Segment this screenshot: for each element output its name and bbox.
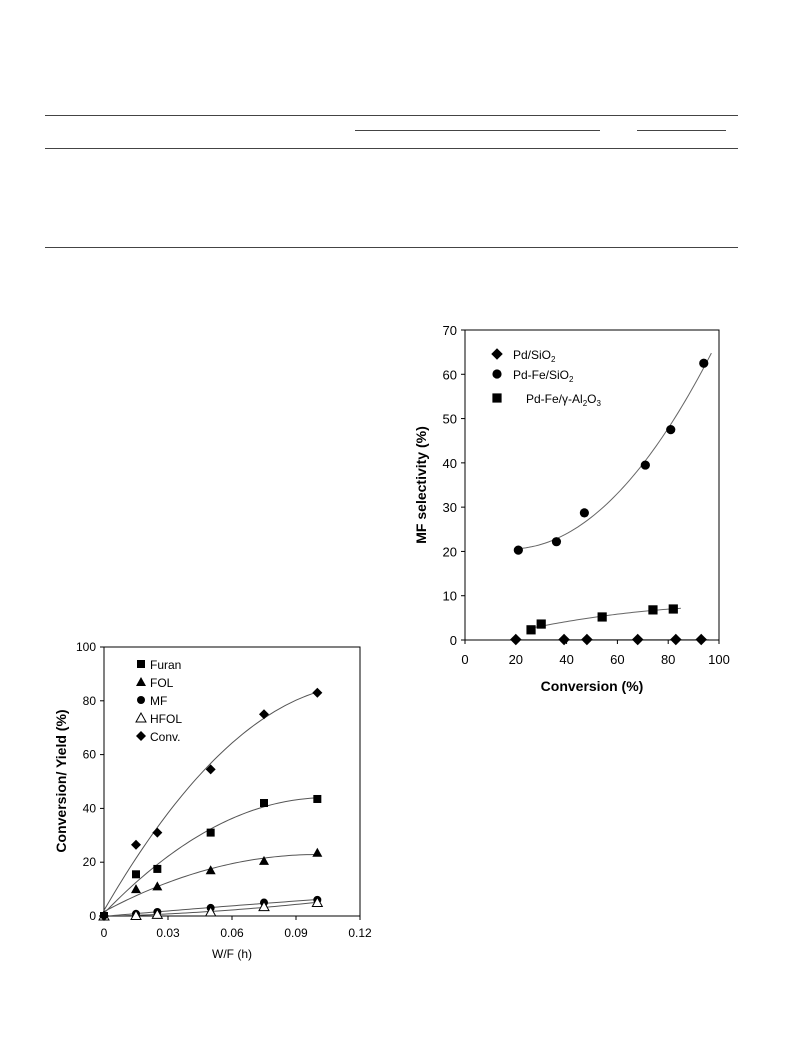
data-point xyxy=(204,905,217,917)
data-point xyxy=(510,633,522,646)
data-point xyxy=(640,460,650,470)
y-tick-label: 70 xyxy=(443,323,457,338)
y-tick-label: 30 xyxy=(443,500,457,515)
data-point xyxy=(259,855,269,865)
data-point xyxy=(699,358,709,368)
legend: Pd/SiO2 Pd-Fe/SiO2 Pd-Fe/γ-Al2O3 xyxy=(491,348,601,408)
y-tick-label: 0 xyxy=(450,633,457,648)
y-tick-label: 100 xyxy=(76,640,96,654)
legend-marker xyxy=(492,369,502,379)
y-tick-label: 40 xyxy=(443,456,457,471)
legend-label: Furan xyxy=(150,658,181,672)
data-point xyxy=(152,827,163,838)
x-tick-label: 0.12 xyxy=(348,926,372,940)
data-point xyxy=(131,839,141,850)
y-tick-label: 0 xyxy=(89,909,96,923)
data-point xyxy=(259,709,269,720)
legend-label: MF xyxy=(150,694,167,708)
table-group-rule-2 xyxy=(637,130,726,131)
data-point xyxy=(131,884,141,894)
y-tick-label: 10 xyxy=(443,589,457,604)
legend-label: HFOL xyxy=(150,712,182,726)
trend-line xyxy=(515,352,712,550)
data-point xyxy=(670,633,682,646)
data-point xyxy=(205,865,216,875)
data-point xyxy=(151,908,164,919)
data-point xyxy=(206,828,215,837)
table-group-rule-1 xyxy=(355,130,600,131)
data-point xyxy=(130,909,142,920)
y-tick-label: 40 xyxy=(83,801,97,815)
y-tick-label: 20 xyxy=(83,855,97,869)
table-top-rule xyxy=(45,115,738,116)
data-point xyxy=(260,799,268,808)
data-point xyxy=(631,633,644,646)
legend-label: Pd/SiO2 xyxy=(513,348,556,364)
legend-marker xyxy=(137,660,145,668)
legend-marker xyxy=(492,393,502,403)
x-tick-label: 0.09 xyxy=(284,926,308,940)
yield-vs-wf-chart: 0 0.03 0.06 0.09 0.12 0 20 40 60 80 100 W/F (h) Co… xyxy=(53,640,372,961)
legend-marker xyxy=(136,677,146,686)
legend-label: Conv. xyxy=(150,730,180,744)
data-point xyxy=(132,870,140,879)
x-tick-label: 0.03 xyxy=(156,926,180,940)
data-point xyxy=(258,900,270,912)
data-point xyxy=(666,425,676,435)
data-point xyxy=(668,604,678,614)
y-tick-label: 80 xyxy=(83,694,97,708)
data-point xyxy=(205,764,216,775)
y-tick-label: 20 xyxy=(443,544,457,559)
data-point xyxy=(153,864,162,873)
data-point xyxy=(551,537,562,547)
data-point xyxy=(313,794,322,803)
x-tick-label: 0 xyxy=(101,926,108,940)
y-axis-label: Conversion/ Yield (%) xyxy=(53,709,69,852)
data-point xyxy=(312,687,323,698)
x-tick-label: 60 xyxy=(610,652,624,667)
trend-line xyxy=(104,691,318,911)
x-tick-label: 0.06 xyxy=(220,926,244,940)
legend-marker xyxy=(137,696,145,704)
data-point xyxy=(648,605,658,615)
table-header-rule xyxy=(45,148,738,149)
legend-marker xyxy=(136,731,146,741)
legend-marker xyxy=(491,348,503,360)
x-axis-label: W/F (h) xyxy=(212,947,252,961)
x-tick-label: 80 xyxy=(661,652,675,667)
legend: Furan FOL MF HFOL Conv. xyxy=(135,658,182,744)
data-point xyxy=(558,633,570,646)
x-tick-label: 100 xyxy=(708,652,730,667)
x-tick-label: 20 xyxy=(509,652,523,667)
plot-frame xyxy=(103,646,361,917)
table-bottom-rule xyxy=(45,247,738,248)
data-point xyxy=(311,896,324,908)
x-tick-label: 40 xyxy=(559,652,573,667)
data-point xyxy=(579,508,589,518)
legend-label: FOL xyxy=(150,676,174,690)
data-point xyxy=(152,881,163,891)
data-point xyxy=(312,847,323,857)
legend-label: Pd-Fe/γ-Al2O3 xyxy=(526,392,601,408)
y-tick-label: 60 xyxy=(83,748,97,762)
data-point xyxy=(536,619,546,629)
y-tick-label: 60 xyxy=(443,367,457,382)
y-axis-label: MF selectivity (%) xyxy=(413,426,429,543)
x-axis-label: Conversion (%) xyxy=(541,678,644,694)
data-point xyxy=(526,625,536,635)
mf-selectivity-chart: 0 20 40 60 80 100 0 10 20 30 40 50 60 70 Conversion (… xyxy=(413,323,730,694)
x-tick-label: 0 xyxy=(461,652,468,667)
y-tick-label: 50 xyxy=(443,412,457,427)
data-point xyxy=(695,633,707,646)
data-point xyxy=(513,545,523,555)
legend-label: Pd-Fe/SiO2 xyxy=(513,368,574,384)
plot-frame xyxy=(464,329,720,641)
legend-marker xyxy=(135,711,147,723)
data-point xyxy=(597,612,607,622)
data-point xyxy=(581,633,593,646)
